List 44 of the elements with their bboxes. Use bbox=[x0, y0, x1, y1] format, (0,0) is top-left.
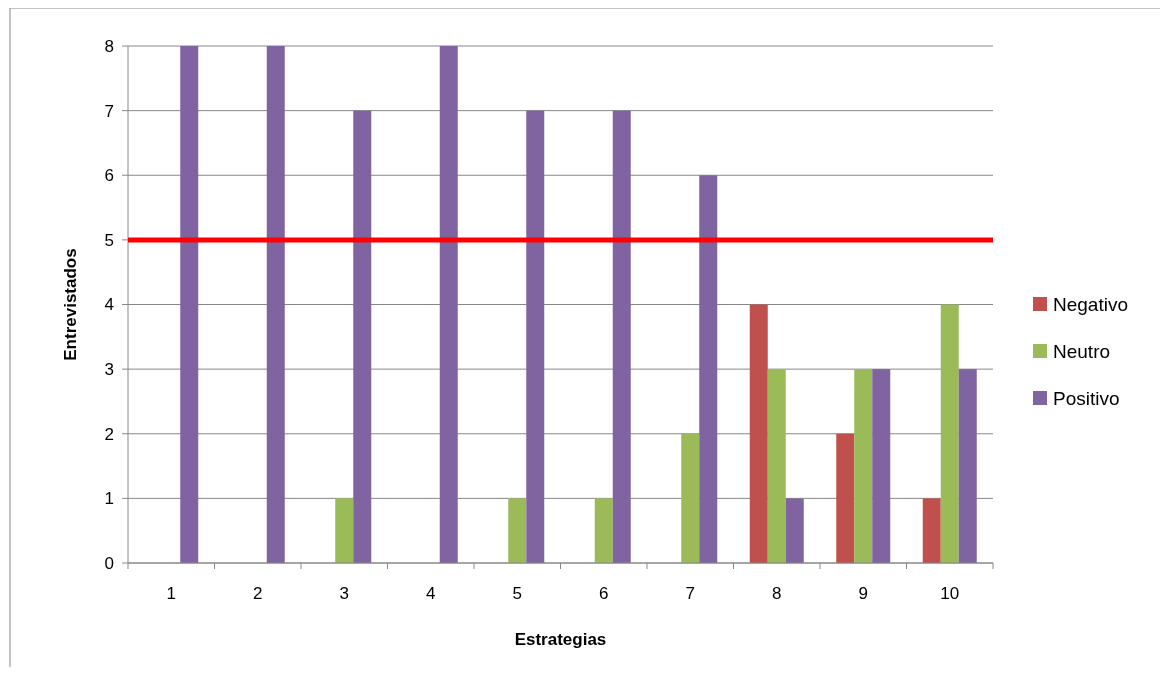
x-tick-label: 10 bbox=[940, 584, 960, 603]
bar bbox=[335, 498, 354, 563]
y-tick-label: 2 bbox=[104, 424, 114, 444]
y-tick-label: 8 bbox=[104, 36, 114, 56]
bar bbox=[958, 369, 977, 563]
y-tick-label: 6 bbox=[104, 166, 114, 186]
bar bbox=[266, 46, 285, 563]
bar bbox=[872, 369, 891, 563]
legend-label: Neutro bbox=[1053, 340, 1111, 362]
x-tick-label: 5 bbox=[512, 584, 522, 603]
bar bbox=[767, 369, 786, 563]
x-tick-label: 6 bbox=[599, 584, 609, 603]
y-tick-label: 7 bbox=[104, 101, 114, 121]
y-tick-label: 1 bbox=[104, 489, 114, 509]
bar bbox=[180, 46, 199, 563]
bar bbox=[508, 498, 527, 563]
bar bbox=[353, 110, 372, 563]
y-axis-title: Entrevistados bbox=[61, 248, 80, 361]
bar bbox=[594, 498, 613, 563]
bar bbox=[785, 498, 804, 563]
bar bbox=[699, 175, 718, 563]
y-tick-label: 3 bbox=[104, 360, 114, 380]
x-tick-label: 1 bbox=[166, 584, 176, 603]
y-tick-label: 0 bbox=[104, 553, 114, 573]
bar bbox=[439, 46, 458, 563]
x-axis-title: Estrategias bbox=[514, 630, 607, 649]
bar bbox=[836, 433, 855, 563]
legend-label: Negativo bbox=[1053, 293, 1128, 315]
bar bbox=[526, 110, 545, 563]
legend-label: Positivo bbox=[1053, 387, 1120, 409]
x-tick-label: 7 bbox=[685, 584, 695, 603]
bar bbox=[681, 433, 700, 563]
x-tick-label: 3 bbox=[339, 584, 349, 603]
bar bbox=[749, 304, 768, 563]
x-tick-label: 9 bbox=[858, 584, 868, 603]
y-tick-label: 4 bbox=[104, 295, 114, 315]
bar bbox=[940, 304, 959, 563]
bar bbox=[854, 369, 873, 563]
x-tick-label: 2 bbox=[253, 584, 263, 603]
x-tick-label: 4 bbox=[426, 584, 436, 603]
x-tick-label: 8 bbox=[772, 584, 782, 603]
bar bbox=[922, 498, 941, 563]
y-tick-label: 5 bbox=[104, 230, 114, 250]
bar bbox=[612, 110, 631, 563]
